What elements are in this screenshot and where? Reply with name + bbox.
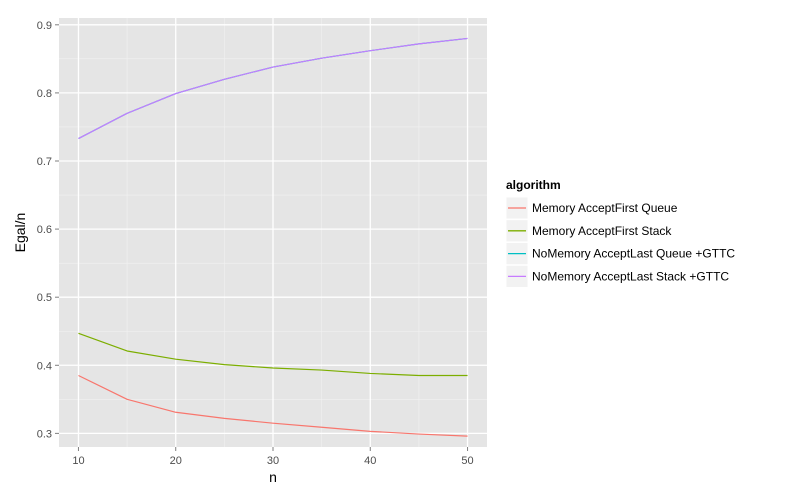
legend-label-2: NoMemory AcceptLast Queue +GTTC xyxy=(532,247,735,261)
y-tick-label: 0.5 xyxy=(37,292,52,304)
x-tick-label: 10 xyxy=(72,455,84,467)
y-tick-label: 0.4 xyxy=(37,360,52,372)
x-tick-label: 30 xyxy=(267,455,279,467)
legend-label-3: NoMemory AcceptLast Stack +GTTC xyxy=(532,269,729,283)
x-axis-title: n xyxy=(269,469,277,485)
y-tick-label: 0.3 xyxy=(37,428,52,440)
series-line-1 xyxy=(78,332,468,377)
legend-title: algorithm xyxy=(506,178,561,192)
series-line-0 xyxy=(78,374,468,437)
legend-label-0: Memory AcceptFirst Queue xyxy=(532,201,678,215)
x-tick-label: 50 xyxy=(461,455,473,467)
y-tick-label: 0.8 xyxy=(37,88,52,100)
x-tick-label: 20 xyxy=(170,455,182,467)
y-tick-label: 0.9 xyxy=(37,20,52,32)
y-tick-label: 0.7 xyxy=(37,156,52,168)
series-line-3 xyxy=(78,37,468,140)
y-axis-title: Egal/n xyxy=(12,213,28,253)
x-tick-label: 40 xyxy=(364,455,376,467)
y-tick-label: 0.6 xyxy=(37,224,52,236)
legend-label-1: Memory AcceptFirst Stack xyxy=(532,224,672,238)
